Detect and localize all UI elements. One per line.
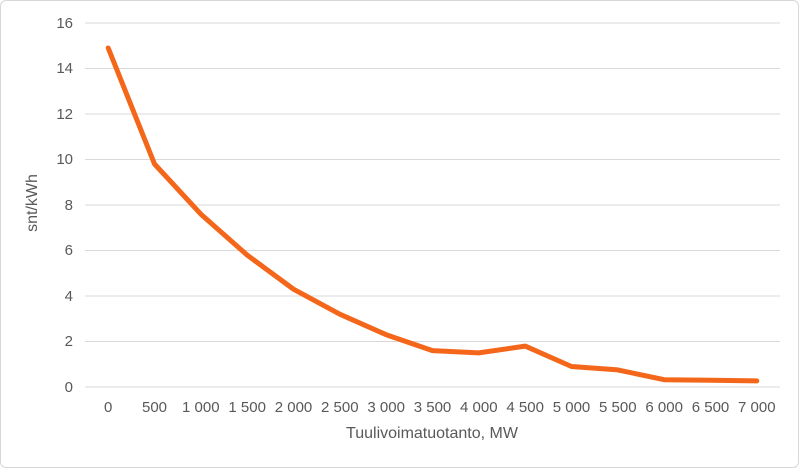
x-tick-label: 5 500: [599, 399, 637, 416]
x-tick-label: 4 000: [460, 399, 498, 416]
y-tick-label: 8: [64, 196, 73, 214]
x-tick-label: 2 500: [321, 399, 359, 416]
x-tick-label: 1 000: [182, 399, 220, 416]
y-axis-title: snt/kWh: [24, 174, 41, 232]
y-tick-label: 10: [56, 151, 73, 168]
x-tick-label: 500: [141, 399, 168, 416]
x-tick-label: 7 000: [738, 399, 776, 416]
y-tick-label: 16: [56, 14, 73, 32]
x-axis-title: Tuulivoimatuotanto, MW: [346, 425, 518, 442]
x-tick-label: 1 500: [228, 399, 266, 416]
x-tick-label: 6 500: [691, 399, 730, 416]
x-tick-label: 3 000: [367, 399, 405, 416]
x-tick-label: 2 000: [274, 399, 313, 416]
y-tick-label: 4: [64, 287, 73, 305]
y-tick-label: 2: [64, 333, 73, 350]
x-tick-label: 4 500: [506, 399, 544, 416]
x-tick-label: 3 500: [413, 399, 452, 416]
data-series-line: [105, 45, 760, 384]
x-tick-label: 0: [103, 399, 113, 416]
y-tick-label: 12: [56, 105, 73, 123]
y-tick-label: 14: [56, 60, 73, 77]
y-tick-label: 6: [64, 242, 73, 259]
x-tick-label: 6 000: [645, 399, 683, 416]
y-tick-label: 0: [64, 378, 73, 396]
x-tick-label: 5 000: [552, 399, 591, 416]
